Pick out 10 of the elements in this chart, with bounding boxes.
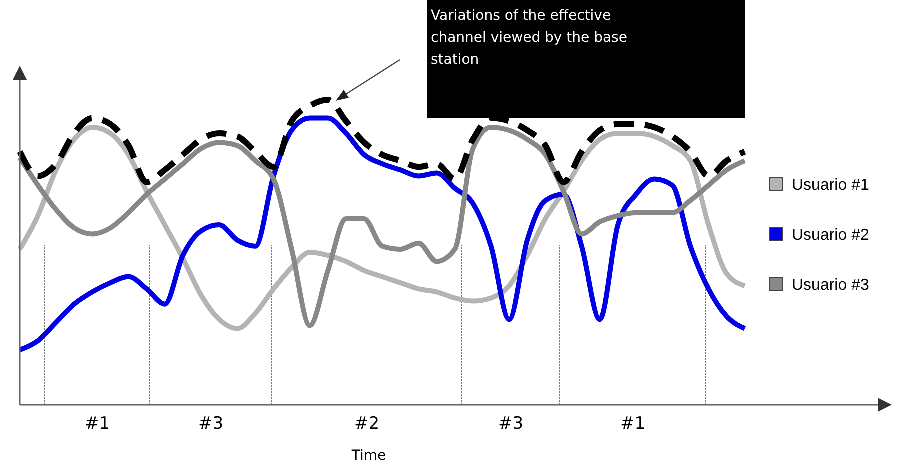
text: #1 — [620, 414, 646, 434]
text: #3 — [498, 414, 524, 434]
legend-label: Usuario #1 — [792, 177, 870, 194]
text: #2 — [354, 414, 380, 434]
text: #1 — [84, 414, 110, 434]
legend-label: Usuario #3 — [792, 277, 870, 294]
x-axis-title: Time — [350, 448, 386, 464]
text: Variations of the effective channel viewed by the base station — [431, 8, 628, 68]
legend-label: Usuario #2 — [792, 227, 870, 244]
text: #3 — [198, 414, 224, 434]
